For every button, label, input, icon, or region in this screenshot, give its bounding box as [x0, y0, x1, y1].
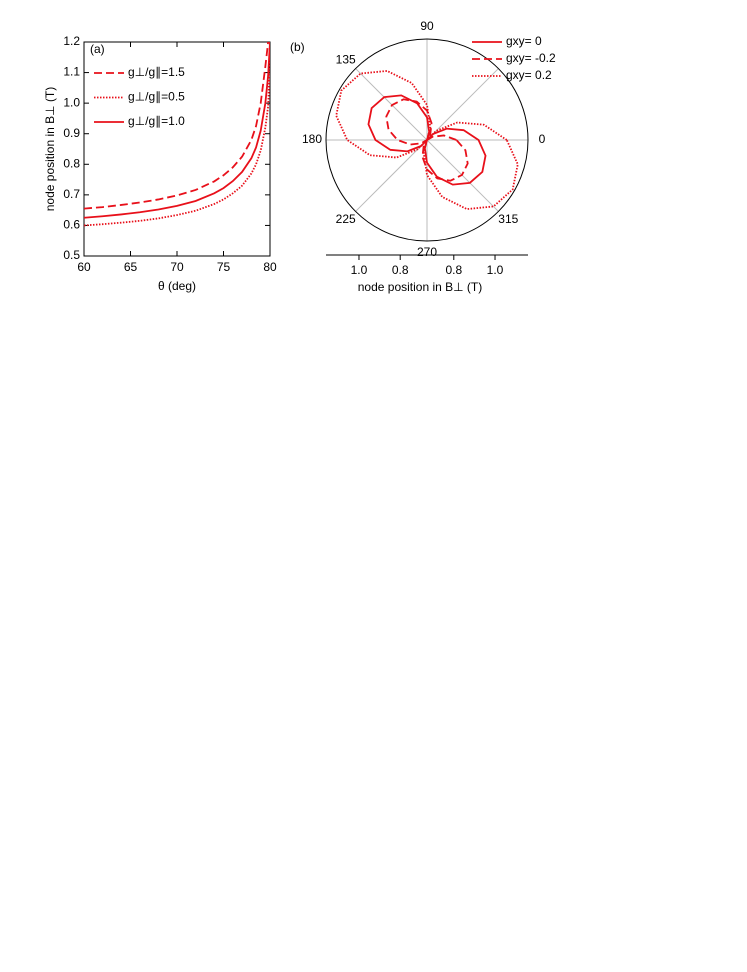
y-tick-label: 0.5 — [63, 248, 80, 262]
angular-tick-label: 90 — [420, 19, 434, 33]
radial-tick-label: 0.8 — [392, 263, 409, 277]
x-tick-label: 75 — [217, 260, 231, 274]
angular-tick-label: 225 — [336, 212, 356, 226]
series-line — [84, 42, 270, 219]
y-tick-label: 0.9 — [63, 126, 80, 140]
plot-frame — [83, 41, 271, 257]
legend-label: gxy= -0.2 — [506, 51, 556, 65]
series-line — [84, 42, 270, 210]
angular-tick-label: 0 — [539, 132, 546, 146]
y-tick-label: 1.1 — [63, 65, 80, 79]
y-tick-label: 1.0 — [63, 95, 80, 109]
angular-grid-line — [426, 139, 499, 212]
angular-tick-label: 135 — [336, 52, 356, 66]
x-tick-label: 80 — [263, 260, 277, 274]
angular-grid-line — [355, 139, 428, 212]
legend-label: g⊥/g∥=0.5 — [128, 90, 185, 104]
angular-tick-label: 180 — [302, 132, 322, 146]
y-tick-label: 0.6 — [63, 218, 80, 232]
panel-label: (b) — [290, 40, 305, 54]
series-line — [84, 57, 270, 227]
angular-grid-line — [426, 68, 499, 141]
legend-label: gxy= 0 — [506, 34, 542, 48]
radial-tick-label: 0.8 — [445, 263, 462, 277]
panel-label: (a) — [90, 42, 105, 56]
legend-label: gxy= 0.2 — [506, 68, 552, 82]
x-axis-label: θ (deg) — [158, 279, 196, 293]
angular-tick-label: 315 — [498, 212, 518, 226]
y-tick-label: 0.7 — [63, 187, 80, 201]
y-tick-label: 0.8 — [63, 156, 80, 170]
angular-tick-label: 270 — [417, 245, 437, 259]
legend-label: g⊥/g∥=1.0 — [128, 114, 185, 128]
x-tick-label: 60 — [77, 260, 91, 274]
legend-label: g⊥/g∥=1.5 — [128, 65, 185, 79]
radial-tick-label: 1.0 — [487, 263, 504, 277]
x-tick-label: 70 — [170, 260, 184, 274]
radial-tick-label: 1.0 — [351, 263, 368, 277]
radial-axis-label: node position in B⊥ (T) — [358, 280, 483, 294]
y-axis-label: node position in B⊥ (T) — [43, 87, 57, 212]
x-tick-label: 65 — [124, 260, 138, 274]
angular-grid-line — [355, 68, 428, 141]
polar-frame — [325, 38, 529, 242]
y-tick-label: 1.2 — [63, 34, 80, 48]
series-line — [385, 98, 469, 182]
